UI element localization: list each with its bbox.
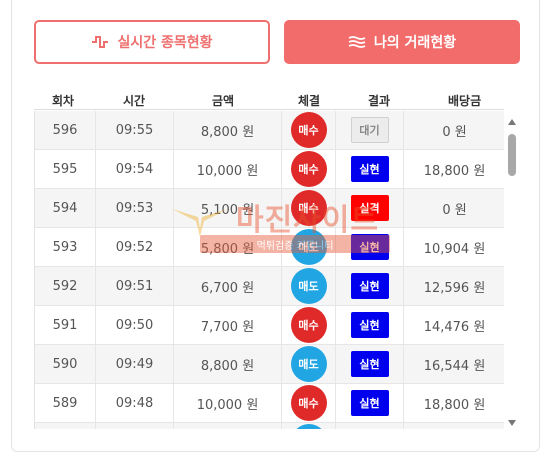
table-row: 595 09:54 10,000 원 매수 실현 18,800 원: [35, 150, 504, 189]
amount-cell: 5,100 원: [174, 189, 282, 227]
exec-cell: 매수: [282, 111, 336, 149]
time-cell: [96, 423, 174, 429]
result-badge: 실현: [350, 234, 389, 260]
pulse-icon: [91, 35, 109, 49]
exec-cell: 매수: [282, 150, 336, 188]
payout-cell: 0 원: [442, 124, 467, 140]
exec-cell: 매수: [282, 384, 336, 422]
exec-cell: 매수: [282, 306, 336, 344]
column-header-payout: 배당금: [448, 94, 482, 108]
amount-cell: 7,700 원: [174, 306, 282, 344]
round-cell: 594: [35, 189, 96, 227]
round-cell: 589: [35, 384, 96, 422]
tab-label: 실시간 종목현황: [117, 35, 213, 51]
column-header-round: 회차: [52, 94, 75, 108]
sell-badge: 매수: [290, 307, 327, 343]
sell-badge: 매수: [290, 385, 327, 421]
round-cell: 591: [35, 306, 96, 344]
result-badge: 대기: [350, 117, 389, 143]
result-badge: 실현: [350, 351, 389, 377]
result-cell: 실격: [336, 189, 404, 227]
table-row: 593 09:52 5,800 원 매도 실현 10,904 원: [35, 228, 504, 267]
payout-cell: 12,596 원: [423, 280, 486, 296]
payout-cell: 14,476 원: [423, 319, 486, 335]
round-cell: 590: [35, 345, 96, 383]
amount-cell: 5,800 원: [174, 228, 282, 266]
sell-badge: 매수: [290, 112, 327, 148]
buy-badge: 매도: [290, 229, 327, 265]
round-cell: 596: [35, 111, 96, 149]
time-cell: 09:49: [96, 345, 174, 383]
column-header-exec: 체결: [298, 94, 321, 108]
waves-icon: [348, 35, 366, 49]
exec-cell: [282, 423, 336, 429]
tab-realtime-stocks[interactable]: 실시간 종목현황: [34, 20, 270, 64]
time-cell: 09:54: [96, 150, 174, 188]
exec-cell: 매도: [282, 228, 336, 266]
table-row: 592 09:51 6,700 원 매도 실현 12,596 원: [35, 267, 504, 306]
tab-label: 나의 거래현황: [373, 35, 457, 51]
result-badge: 실현: [350, 156, 389, 182]
table-header: 회차 시간 금액 체결 결과 배당금: [34, 88, 504, 110]
result-badge: 실현: [350, 390, 389, 416]
payout-cell: 0 원: [442, 202, 467, 218]
payout-cell: 18,800 원: [423, 397, 486, 413]
result-badge: 실격: [350, 195, 389, 221]
buy-badge: 매도: [290, 346, 327, 382]
payout-cell: 10,904 원: [423, 241, 486, 257]
round-cell: 593: [35, 228, 96, 266]
column-header-amount: 금액: [212, 94, 235, 108]
time-cell: 09:52: [96, 228, 174, 266]
result-cell: 실현: [336, 228, 404, 266]
table-row: 589 09:48 10,000 원 매수 실현 18,800 원: [35, 384, 504, 423]
result-badge: 실현: [350, 273, 389, 299]
result-cell: 실현: [336, 150, 404, 188]
exec-cell: 매도: [282, 267, 336, 305]
scrollbar[interactable]: [506, 116, 518, 428]
time-cell: 09:51: [96, 267, 174, 305]
column-header-result: 결과: [368, 94, 391, 108]
table-row: 590 09:49 8,800 원 매도 실현 16,544 원: [35, 345, 504, 384]
tab-bar: 실시간 종목현황 나의 거래현황: [34, 20, 520, 64]
time-cell: 09:53: [96, 189, 174, 227]
scroll-up-arrow-icon[interactable]: [508, 119, 516, 125]
result-cell: 실현: [336, 384, 404, 422]
buy-badge: 매도: [290, 268, 327, 304]
exec-cell: 매수: [282, 189, 336, 227]
round-cell: [35, 423, 96, 429]
amount-cell: 8,800 원: [174, 111, 282, 149]
time-cell: 09:50: [96, 306, 174, 344]
table-row: 594 09:53 5,100 원 매수 실격 0 원: [35, 189, 504, 228]
scroll-thumb[interactable]: [508, 134, 516, 176]
result-cell: 실현: [336, 345, 404, 383]
sell-badge: 매수: [290, 190, 327, 226]
result-cell: 대기: [336, 111, 404, 149]
result-cell: 실현: [336, 267, 404, 305]
amount-cell: [174, 423, 282, 429]
buy-badge: [290, 424, 327, 429]
column-header-time: 시간: [123, 94, 146, 108]
table-row: 596 09:55 8,800 원 매수 대기 0 원: [35, 111, 504, 150]
sell-badge: 매수: [290, 151, 327, 187]
amount-cell: 6,700 원: [174, 267, 282, 305]
exec-cell: 매도: [282, 345, 336, 383]
amount-cell: 10,000 원: [174, 150, 282, 188]
amount-cell: 10,000 원: [174, 384, 282, 422]
time-cell: 09:48: [96, 384, 174, 422]
round-cell: 595: [35, 150, 96, 188]
trade-table: 596 09:55 8,800 원 매수 대기 0 원 595 09:54 10,000 원 매수…: [34, 111, 504, 429]
result-badge: 실현: [350, 312, 389, 338]
payout-cell: [404, 423, 504, 429]
result-cell: 실현: [336, 306, 404, 344]
round-cell: 592: [35, 267, 96, 305]
tab-my-trades[interactable]: 나의 거래현황: [284, 20, 520, 64]
table-row: 591 09:50 7,700 원 매수 실현 14,476 원: [35, 306, 504, 345]
payout-cell: 16,544 원: [423, 358, 486, 374]
time-cell: 09:55: [96, 111, 174, 149]
payout-cell: 18,800 원: [423, 163, 486, 179]
table-row: [35, 423, 504, 429]
amount-cell: 8,800 원: [174, 345, 282, 383]
scroll-down-arrow-icon[interactable]: [508, 420, 516, 426]
result-cell: [336, 423, 404, 429]
